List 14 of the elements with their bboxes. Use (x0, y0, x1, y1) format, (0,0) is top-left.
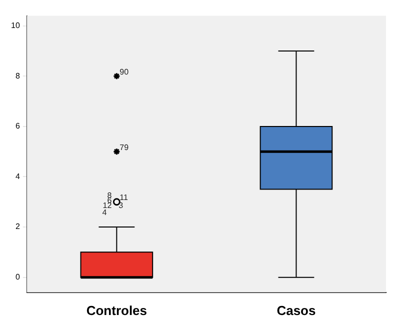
annotation: 4 (102, 208, 108, 218)
annotation: 11 (120, 193, 129, 202)
x-tick-label: Controles (86, 302, 148, 318)
y-tick-label: 8 (15, 71, 20, 80)
y-tick-label: 0 (15, 272, 20, 282)
annotation: 12 (102, 201, 112, 210)
y-tick-label: 10 (10, 21, 20, 30)
x-tick-label: Casos (276, 302, 316, 318)
annotation: 3 (118, 201, 124, 210)
y-tick-label: 6 (15, 122, 20, 131)
y-tick-label: 2 (15, 222, 20, 232)
annotation: 90 (120, 67, 130, 76)
annotation: 79 (120, 142, 130, 152)
y-tick-label: 4 (15, 172, 20, 181)
